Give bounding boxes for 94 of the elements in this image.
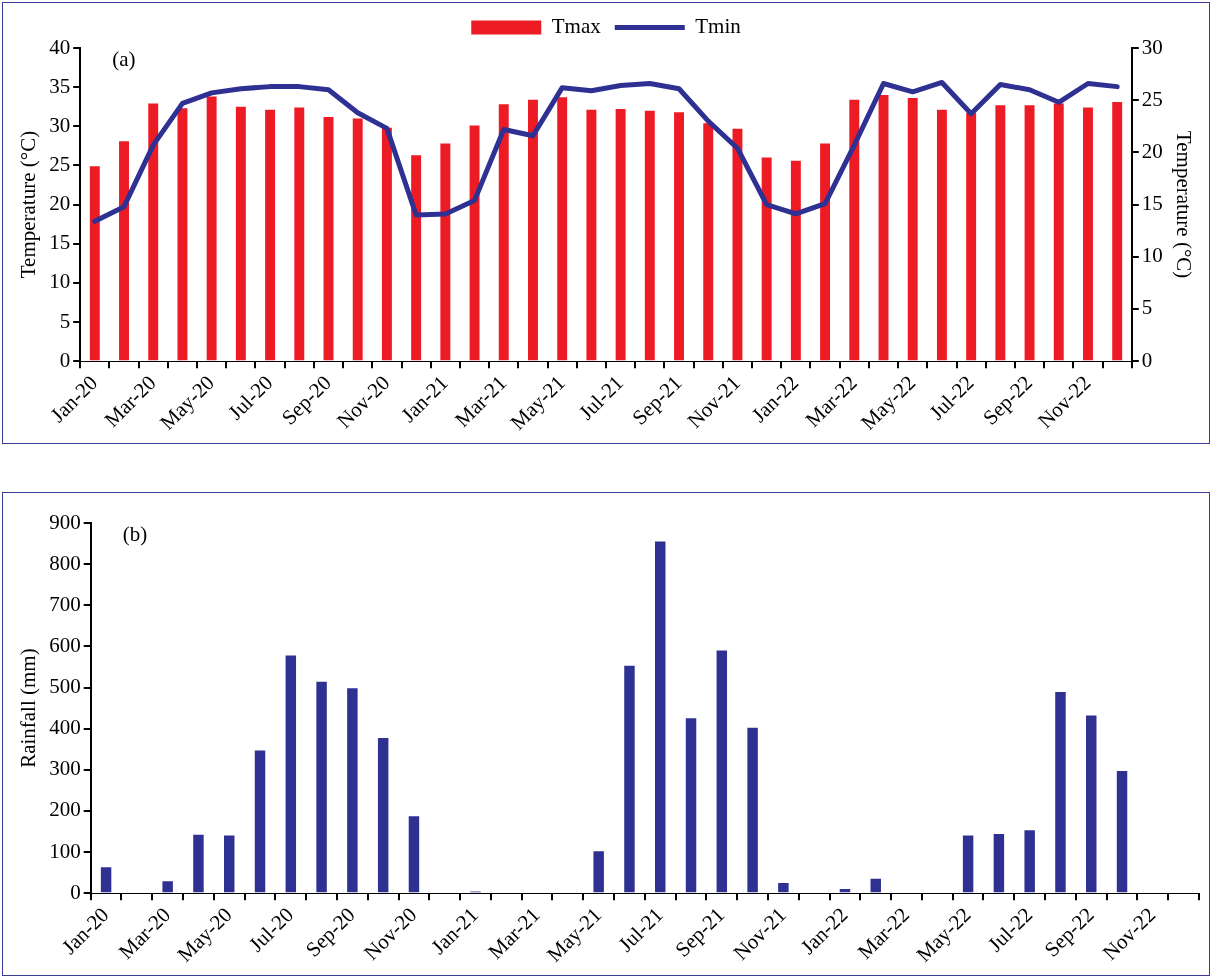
y-tick-label: 600 — [49, 632, 81, 657]
y-tick-label: 20 — [49, 191, 71, 216]
y-tick-label: 0 — [70, 879, 81, 904]
bar — [100, 867, 112, 893]
bar — [962, 835, 974, 893]
bar — [615, 109, 626, 361]
bar — [655, 541, 666, 893]
bar — [557, 97, 568, 361]
y-tick-label: 35 — [49, 73, 71, 98]
y2-tick-label: 20 — [1141, 138, 1163, 163]
bar — [644, 110, 655, 361]
bar — [381, 127, 392, 361]
y-tick-label: 200 — [49, 797, 81, 822]
bar — [839, 889, 851, 893]
y-tick-label: 400 — [49, 715, 81, 740]
bar — [1116, 771, 1128, 893]
bar — [254, 750, 266, 893]
legend-label: Tmin — [695, 14, 742, 39]
bar — [89, 166, 100, 361]
bar — [177, 108, 188, 361]
bar — [148, 103, 159, 361]
bar — [878, 94, 889, 361]
bar — [119, 141, 129, 361]
bar — [528, 99, 538, 361]
bar — [224, 835, 235, 893]
y2-tick-label: 25 — [1141, 86, 1163, 111]
y-tick-label: 25 — [49, 151, 71, 176]
bar — [936, 109, 947, 361]
bar — [1024, 830, 1035, 893]
bar — [408, 816, 420, 893]
bar — [469, 125, 480, 361]
bar — [761, 157, 772, 361]
bar — [411, 155, 422, 361]
bar — [1024, 105, 1035, 361]
bar — [966, 112, 977, 361]
bar — [674, 112, 684, 361]
legend-label: Tmax — [551, 14, 602, 39]
y-tick-label: 40 — [49, 34, 71, 59]
y-tick-label: 300 — [49, 756, 81, 781]
bar — [162, 881, 173, 893]
bar — [849, 99, 860, 361]
y-tick-label: 100 — [49, 838, 81, 863]
bar — [685, 718, 697, 893]
bar — [294, 107, 305, 361]
bar — [716, 650, 728, 893]
y-tick-label: 5 — [59, 308, 71, 333]
bar — [193, 834, 204, 893]
y2-axis-title: Temperature (°C) — [1171, 130, 1196, 279]
bar — [993, 833, 1005, 893]
bar — [352, 118, 363, 361]
bar — [586, 109, 597, 361]
bar — [870, 878, 881, 893]
y-tick-label: 15 — [49, 230, 71, 255]
y2-tick-label: 15 — [1141, 191, 1163, 216]
y-tick-label: 800 — [49, 550, 81, 575]
bar — [778, 882, 789, 893]
bar — [347, 688, 358, 893]
y-tick-label: 10 — [49, 269, 71, 294]
y-axis-title: Temperature (°C) — [16, 130, 41, 279]
bar — [1053, 103, 1064, 361]
bar — [703, 123, 714, 361]
bar — [747, 727, 758, 893]
bar — [265, 109, 276, 361]
bar — [593, 851, 604, 893]
y2-tick-label: 10 — [1141, 243, 1163, 268]
bar — [1086, 715, 1097, 893]
bar — [790, 160, 801, 361]
bar — [235, 106, 246, 361]
y-tick-label: 30 — [49, 112, 71, 137]
bar — [1055, 692, 1066, 893]
y2-tick-label: 5 — [1141, 295, 1153, 320]
bar — [732, 128, 743, 361]
bar — [323, 116, 334, 361]
bar — [440, 143, 451, 361]
y-tick-label: 0 — [59, 347, 71, 372]
bar — [995, 105, 1006, 361]
annotation: (a) — [112, 47, 136, 72]
bar — [1112, 102, 1123, 361]
bar — [907, 98, 918, 361]
bar — [820, 143, 831, 361]
bar — [498, 104, 509, 361]
y-axis-title: Rainfall (mm) — [16, 648, 41, 768]
y2-tick-label: 0 — [1141, 347, 1153, 372]
annotation: (b) — [122, 522, 148, 547]
bar — [624, 665, 635, 893]
y-tick-label: 500 — [49, 674, 81, 699]
y-tick-label: 900 — [49, 509, 81, 534]
bar — [285, 655, 297, 893]
y2-tick-label: 30 — [1141, 34, 1163, 59]
bar — [206, 96, 217, 361]
bar — [1083, 107, 1093, 361]
bar — [316, 681, 327, 893]
y-tick-label: 700 — [49, 591, 81, 616]
bar — [377, 738, 389, 893]
